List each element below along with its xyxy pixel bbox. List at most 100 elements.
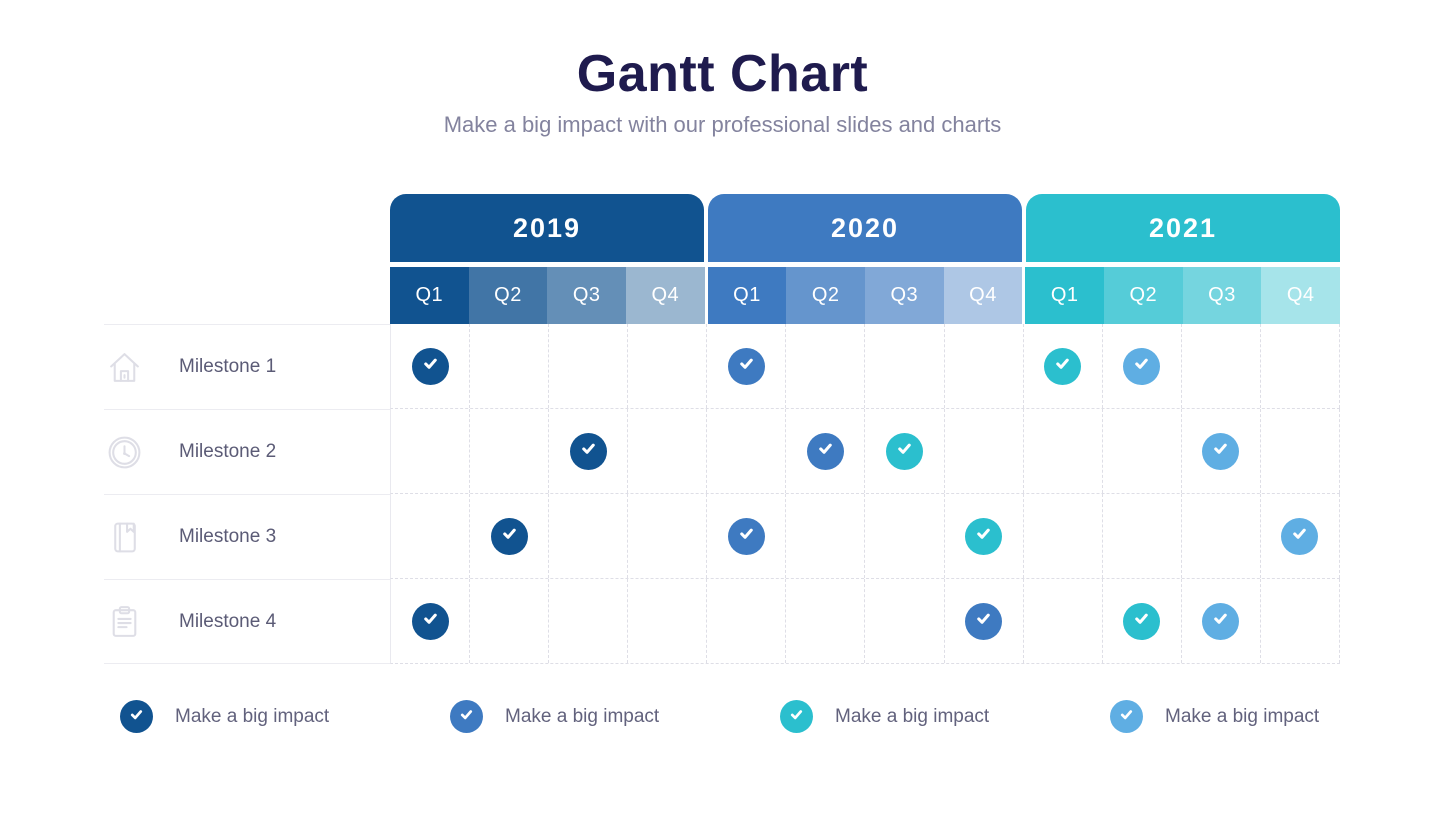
quarter-cell: Q3 (547, 267, 627, 324)
grid-cell (1261, 324, 1340, 408)
check-badge (1044, 347, 1082, 385)
quarter-label: Q3 (890, 284, 919, 306)
grid-cell (786, 579, 866, 663)
grid-cell (470, 409, 550, 493)
check-badge (965, 517, 1003, 555)
milestone-label: Milestone 4 (179, 610, 277, 632)
milestone-grid (390, 579, 1340, 664)
grid-cell (1024, 409, 1103, 493)
check-icon (128, 706, 145, 728)
check-icon (1211, 609, 1230, 633)
year-label: 2020 (830, 212, 900, 243)
milestone-label: Milestone 2 (179, 441, 277, 462)
grid-cell (1261, 409, 1340, 493)
quarter-cell: Q1 (707, 267, 787, 324)
check-icon (421, 609, 440, 633)
quarter-label: Q2 (494, 284, 522, 306)
book-icon (106, 519, 143, 556)
page-subtitle: Make a big impact with our professional … (443, 112, 1002, 137)
grid-cell (865, 409, 945, 493)
check-badge (727, 347, 765, 385)
grid-cell (470, 324, 550, 408)
quarter-label: Q1 (415, 284, 444, 306)
check-icon (788, 706, 805, 728)
quarter-cell: Q2 (468, 267, 548, 324)
grid-cell (865, 579, 945, 663)
grid-cell (549, 409, 629, 493)
check-icon (816, 439, 835, 463)
quarter-label: Q2 (1129, 284, 1158, 306)
year-header: 2020 (708, 194, 1022, 262)
grid-cell (470, 494, 550, 578)
check-icon (737, 354, 756, 378)
milestone-label-cell: Milestone 2 (104, 409, 390, 494)
year-label: 2021 (1148, 212, 1218, 243)
quarter-label: Q4 (651, 284, 680, 306)
quarter-cell: Q1 (1025, 267, 1105, 324)
quarter-cell: Q4 (943, 267, 1023, 324)
legend-item: Make a big impact (434, 700, 764, 733)
legend-label: Make a big impact (835, 705, 990, 727)
legend-label: Make a big impact (505, 705, 660, 727)
grid-cell (945, 324, 1024, 408)
clipboard-icon (106, 603, 143, 640)
check-icon (579, 439, 598, 463)
check-icon (974, 524, 993, 548)
milestone-grid (390, 494, 1340, 579)
legend-check-badge (450, 700, 483, 733)
check-icon (1211, 439, 1230, 463)
check-badge (727, 517, 765, 555)
check-icon (421, 354, 440, 378)
check-icon (1132, 354, 1151, 378)
grid-cell (1103, 324, 1182, 408)
quarter-cell: Q4 (1261, 267, 1341, 324)
milestone-row: Milestone 3 (104, 494, 1340, 579)
milestone-row: Milestone 4 (104, 579, 1340, 664)
milestone-row: Milestone 1 (104, 324, 1340, 409)
quarter-label: Q3 (572, 284, 601, 306)
grid-cell (1103, 579, 1182, 663)
home-icon (106, 349, 143, 386)
grid-cell (945, 494, 1024, 578)
year-label: 2019 (512, 212, 582, 243)
milestone-label: Milestone 1 (179, 356, 277, 377)
milestone-label-cell: Milestone 1 (104, 324, 390, 409)
grid-cell (628, 409, 708, 493)
grid-cell (707, 409, 787, 493)
quarter-cell: Q1 (390, 267, 469, 324)
grid-cell (1182, 579, 1261, 663)
quarter-group: Q1 Q2 Q3 Q4 (707, 267, 1023, 324)
grid-cell (1261, 494, 1340, 578)
grid-cell (1103, 494, 1182, 578)
grid-cell (1182, 494, 1261, 578)
grid-cell (628, 579, 708, 663)
quarter-label: Q1 (733, 284, 761, 306)
grid-cell (1024, 324, 1103, 408)
grid-cell (945, 579, 1024, 663)
gantt-table: 2019 2020 2021 Q1 Q2 Q3 Q4 Q1 Q2 Q3 Q4 Q1 Q2 Q3 Q4 Mi… (104, 194, 1341, 664)
milestone-grid (390, 409, 1340, 494)
grid-cell (391, 409, 471, 493)
year-header-row: 2019 2020 2021 (390, 194, 1340, 262)
check-icon (1118, 706, 1135, 728)
grid-cell (549, 579, 629, 663)
check-icon (974, 609, 993, 633)
check-icon (1053, 354, 1072, 378)
grid-cell (707, 494, 787, 578)
quarter-cell: Q3 (865, 267, 944, 324)
check-badge (411, 602, 449, 640)
quarter-label: Q2 (811, 284, 840, 306)
grid-cell (707, 324, 787, 408)
grid-cell (786, 324, 866, 408)
check-badge (1123, 347, 1161, 385)
quarter-label: Q3 (1208, 284, 1236, 306)
milestone-label-cell: Milestone 4 (104, 579, 390, 664)
check-badge (806, 432, 844, 470)
milestone-grid (390, 324, 1340, 409)
milestone-label-cell: Milestone 3 (104, 494, 390, 579)
check-icon (500, 524, 519, 548)
quarter-cell: Q4 (626, 267, 705, 324)
grid-cell (628, 324, 708, 408)
legend-check-badge (120, 700, 153, 733)
